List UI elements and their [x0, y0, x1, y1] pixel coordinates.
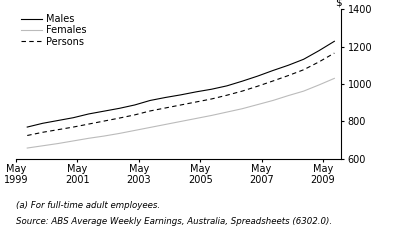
- Males: [270, 69, 275, 72]
- Males: [317, 49, 322, 52]
- Persons: [40, 131, 45, 134]
- Males: [224, 84, 229, 87]
- Males: [132, 104, 137, 106]
- Persons: [102, 120, 106, 122]
- Females: [102, 135, 106, 137]
- Persons: [224, 94, 229, 96]
- Females: [117, 132, 122, 135]
- Females: [71, 140, 76, 142]
- Persons: [317, 61, 322, 63]
- Males: [255, 75, 260, 77]
- Line: Persons: Persons: [27, 53, 334, 136]
- Males: [40, 122, 45, 125]
- Males: [163, 96, 168, 99]
- Text: Source: ABS Average Weekly Earnings, Australia, Spreadsheets (6302.0).: Source: ABS Average Weekly Earnings, Aus…: [16, 217, 332, 226]
- Females: [148, 126, 152, 129]
- Males: [286, 64, 291, 67]
- Females: [301, 90, 306, 92]
- Persons: [148, 110, 152, 112]
- Legend: Males, Females, Persons: Males, Females, Persons: [21, 14, 87, 47]
- Males: [209, 88, 214, 91]
- Males: [117, 107, 122, 110]
- Males: [194, 91, 198, 93]
- Males: [332, 40, 337, 43]
- Text: (a) For full-time adult employees.: (a) For full-time adult employees.: [16, 201, 160, 210]
- Persons: [332, 52, 337, 54]
- Females: [178, 120, 183, 123]
- Males: [102, 110, 106, 113]
- Females: [209, 114, 214, 117]
- Persons: [209, 98, 214, 100]
- Males: [240, 80, 245, 83]
- Males: [71, 116, 76, 119]
- Line: Males: Males: [27, 41, 334, 127]
- Text: $: $: [335, 0, 341, 7]
- Females: [25, 147, 30, 149]
- Females: [40, 144, 45, 147]
- Persons: [25, 134, 30, 137]
- Persons: [301, 68, 306, 71]
- Persons: [270, 80, 275, 82]
- Persons: [132, 114, 137, 116]
- Females: [317, 84, 322, 86]
- Persons: [71, 126, 76, 128]
- Females: [132, 129, 137, 132]
- Persons: [163, 107, 168, 109]
- Line: Females: Females: [27, 78, 334, 148]
- Persons: [286, 74, 291, 77]
- Females: [332, 77, 337, 80]
- Females: [224, 111, 229, 114]
- Persons: [240, 90, 245, 92]
- Females: [86, 137, 91, 140]
- Females: [240, 107, 245, 110]
- Persons: [117, 117, 122, 119]
- Persons: [86, 123, 91, 126]
- Persons: [255, 85, 260, 88]
- Males: [301, 58, 306, 61]
- Females: [255, 103, 260, 106]
- Females: [163, 123, 168, 126]
- Females: [286, 94, 291, 97]
- Males: [86, 113, 91, 115]
- Females: [270, 99, 275, 102]
- Females: [56, 142, 60, 145]
- Persons: [56, 128, 60, 131]
- Males: [178, 94, 183, 96]
- Males: [148, 99, 152, 102]
- Persons: [194, 101, 198, 103]
- Males: [25, 126, 30, 128]
- Males: [56, 119, 60, 122]
- Females: [194, 117, 198, 120]
- Persons: [178, 104, 183, 106]
